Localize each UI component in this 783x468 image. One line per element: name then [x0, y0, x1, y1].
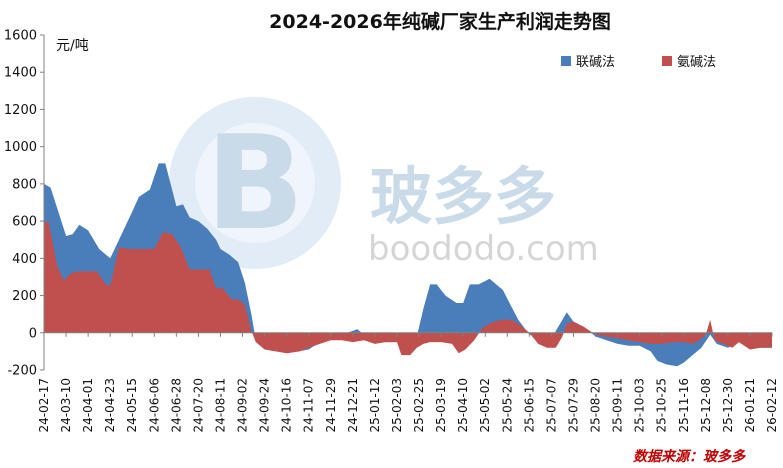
x-tick-label: 25-01-12 [368, 378, 382, 432]
x-tick-label: 25-02-03 [390, 378, 404, 432]
watermark-en-text: boododo.com [368, 229, 599, 269]
x-tick-label: 24-12-21 [346, 378, 360, 432]
series-areas [44, 163, 772, 367]
x-tick-label: 24-06-28 [169, 378, 183, 432]
x-tick-label: 24-09-02 [236, 378, 250, 432]
legend: 联碱法 氨碱法 [561, 55, 716, 70]
x-tick-label: 24-06-06 [147, 378, 161, 432]
x-tick-label: 24-11-29 [324, 378, 338, 432]
x-tick-label: 24-09-24 [258, 378, 272, 432]
x-tick-label: 25-12-08 [699, 378, 713, 432]
x-tick-label: 25-10-25 [655, 378, 669, 432]
x-tick-label: 24-03-10 [59, 378, 73, 432]
area-anjian [44, 221, 772, 356]
x-tick-label: 24-04-01 [81, 378, 95, 432]
x-tick-label: 25-09-11 [611, 378, 625, 432]
x-tick-label: 25-05-24 [500, 378, 514, 432]
x-tick-label: 24-04-23 [103, 378, 117, 432]
x-tick-label: 25-08-20 [589, 378, 603, 432]
x-tick-label: 24-10-16 [280, 378, 294, 432]
y-tick-label: 1000 [4, 140, 37, 155]
y-tick-label: 600 [12, 215, 37, 230]
x-tick-label: 25-11-16 [677, 378, 691, 432]
y-axis-unit: 元/吨 [56, 38, 89, 54]
x-tick-label: 25-06-15 [522, 378, 536, 432]
y-tick-label: 1400 [4, 66, 37, 81]
x-tick-label: 25-05-02 [478, 378, 492, 432]
data-source: 数据来源：玻多多 [633, 448, 746, 465]
y-tick-label: 400 [12, 252, 37, 267]
x-tick-label: 25-03-19 [434, 378, 448, 432]
x-tick-label: 24-05-15 [125, 378, 139, 432]
x-tick-label: 24-11-07 [302, 378, 316, 432]
y-tick-label: 800 [12, 177, 37, 192]
x-tick-label: 25-02-25 [412, 378, 426, 432]
x-axis: 24-02-17 24-03-10 24-04-01 24-04-23 24-05-15… [37, 332, 779, 432]
y-tick-label: 200 [12, 289, 37, 304]
y-tick-label: -200 [7, 364, 37, 379]
watermark-cn-text: 玻多多 [370, 160, 556, 233]
legend-label-anjian: 氨碱法 [677, 55, 716, 70]
y-tick-label: 1600 [4, 29, 37, 44]
x-tick-label: 25-10-03 [633, 378, 647, 432]
x-tick-label: 25-07-29 [566, 378, 580, 432]
x-tick-label: 24-08-11 [213, 378, 227, 432]
x-tick-label: 25-07-07 [544, 378, 558, 432]
x-tick-label: 24-07-20 [191, 378, 205, 432]
watermark-logo: B 玻多多 boododo.com [169, 97, 599, 269]
x-tick-label: 24-02-17 [37, 378, 51, 432]
x-tick-label: 26-02-12 [765, 378, 779, 432]
chart-title: 2024-2026年纯碱厂家生产利润走势图 [269, 10, 611, 33]
legend-label-lianjian: 联碱法 [576, 55, 615, 70]
legend-swatch-lianjian [561, 56, 571, 66]
watermark-glyph: B [205, 107, 304, 259]
x-tick-label: 25-12-30 [721, 378, 735, 432]
y-axis: -200 0 200 400 600 800 1000 1200 1400 1600 [4, 29, 45, 379]
x-tick-label: 26-01-21 [743, 378, 757, 432]
y-tick-label: 1200 [4, 103, 37, 118]
legend-swatch-anjian [662, 56, 672, 66]
x-tick-label: 25-04-10 [456, 378, 470, 432]
y-tick-label: 0 [29, 326, 37, 341]
